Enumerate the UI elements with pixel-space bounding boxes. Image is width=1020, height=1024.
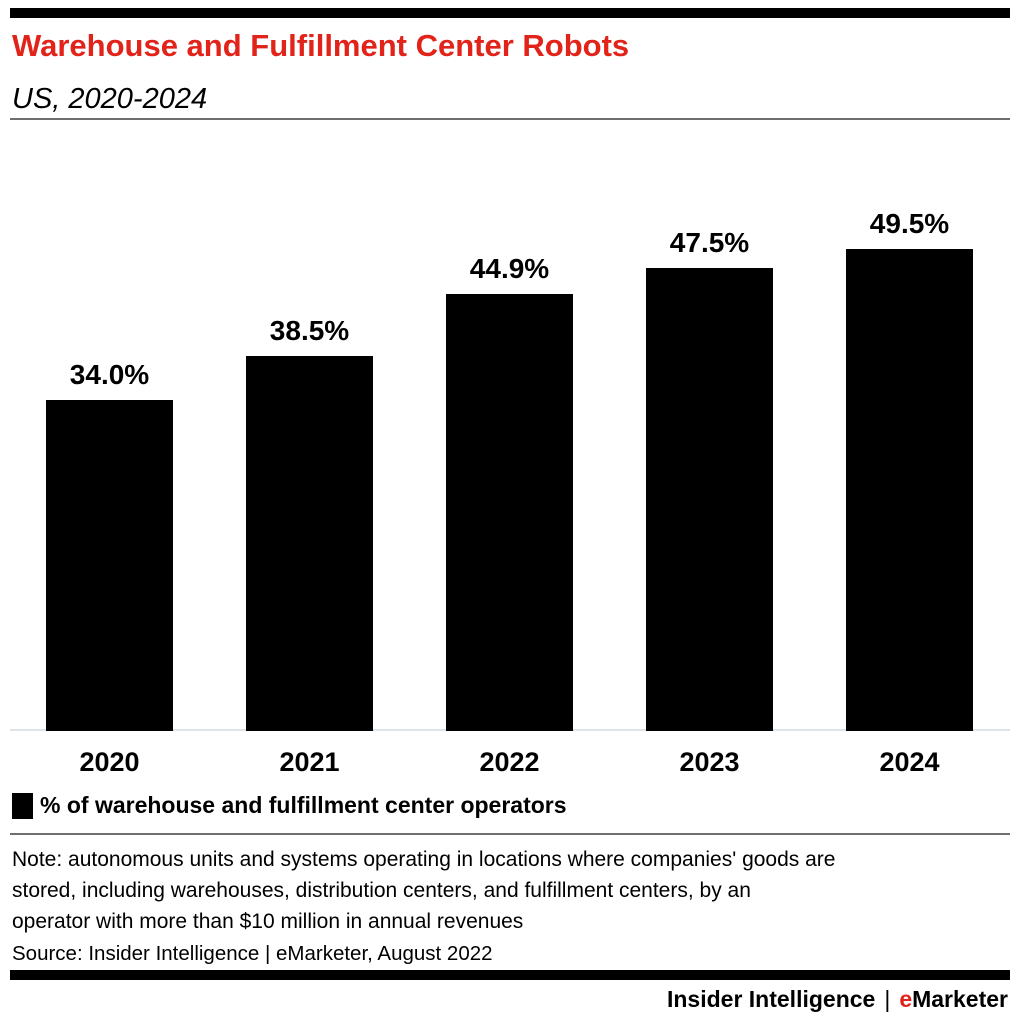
header-divider bbox=[10, 118, 1010, 120]
source-text: Source: Insider Intelligence | eMarketer… bbox=[12, 942, 493, 965]
legend: % of warehouse and fulfillment center op… bbox=[12, 792, 1020, 819]
chart-title: Warehouse and Fulfillment Center Robots bbox=[12, 28, 630, 63]
x-axis-label: 2021 bbox=[279, 747, 340, 777]
x-axis-label: 2024 bbox=[879, 747, 940, 777]
footer-brand-left: Insider Intelligence bbox=[666, 986, 876, 1012]
x-axis-label: 2020 bbox=[79, 747, 140, 777]
bar-column: 49.5% bbox=[846, 210, 973, 731]
legend-swatch bbox=[12, 792, 33, 819]
footer-separator: | bbox=[884, 986, 891, 1012]
bar-value-label: 34.0% bbox=[69, 359, 150, 390]
bar bbox=[446, 294, 573, 731]
x-axis-label: 2023 bbox=[679, 747, 740, 777]
bar-chart: 34.0% 38.5% 44.9% 47.5% 49.5% 2020 2021 2022 20… bbox=[0, 120, 1020, 777]
legend-label: % of warehouse and fulfillment center op… bbox=[40, 792, 567, 818]
footer-branding: Insider Intelligence | eMarketer bbox=[12, 986, 1008, 1013]
chart-page: Warehouse and Fulfillment Center Robots … bbox=[0, 8, 1020, 1024]
bar bbox=[846, 249, 973, 731]
note-divider bbox=[10, 833, 1010, 835]
bottom-accent-bar bbox=[10, 970, 1010, 980]
bar-column: 47.5% bbox=[646, 229, 773, 731]
bar-column: 44.9% bbox=[446, 255, 573, 731]
bar-value-label: 38.5% bbox=[269, 315, 350, 346]
bar-value-label: 49.5% bbox=[869, 208, 950, 239]
chart-subtitle: US, 2020-2024 bbox=[12, 83, 208, 115]
bar-value-label: 44.9% bbox=[469, 253, 550, 284]
bar-column: 38.5% bbox=[246, 317, 373, 731]
x-axis-labels: 2020 2021 2022 2023 2024 bbox=[46, 747, 973, 778]
footer-brand-emarketer: eMarketer bbox=[899, 986, 1008, 1012]
plot-area: 34.0% 38.5% 44.9% 47.5% 49.5% bbox=[46, 210, 973, 731]
x-axis-label: 2022 bbox=[479, 747, 540, 777]
bar-column: 34.0% bbox=[46, 361, 173, 731]
note-text: Note: autonomous units and systems opera… bbox=[12, 848, 836, 933]
footer-brand-e: e bbox=[899, 986, 913, 1012]
bar-value-label: 47.5% bbox=[669, 227, 750, 258]
bar bbox=[646, 268, 773, 731]
footer-brand-rest: Marketer bbox=[912, 986, 1008, 1012]
bar bbox=[246, 356, 373, 731]
top-accent-bar bbox=[10, 8, 1010, 18]
bar bbox=[46, 400, 173, 731]
